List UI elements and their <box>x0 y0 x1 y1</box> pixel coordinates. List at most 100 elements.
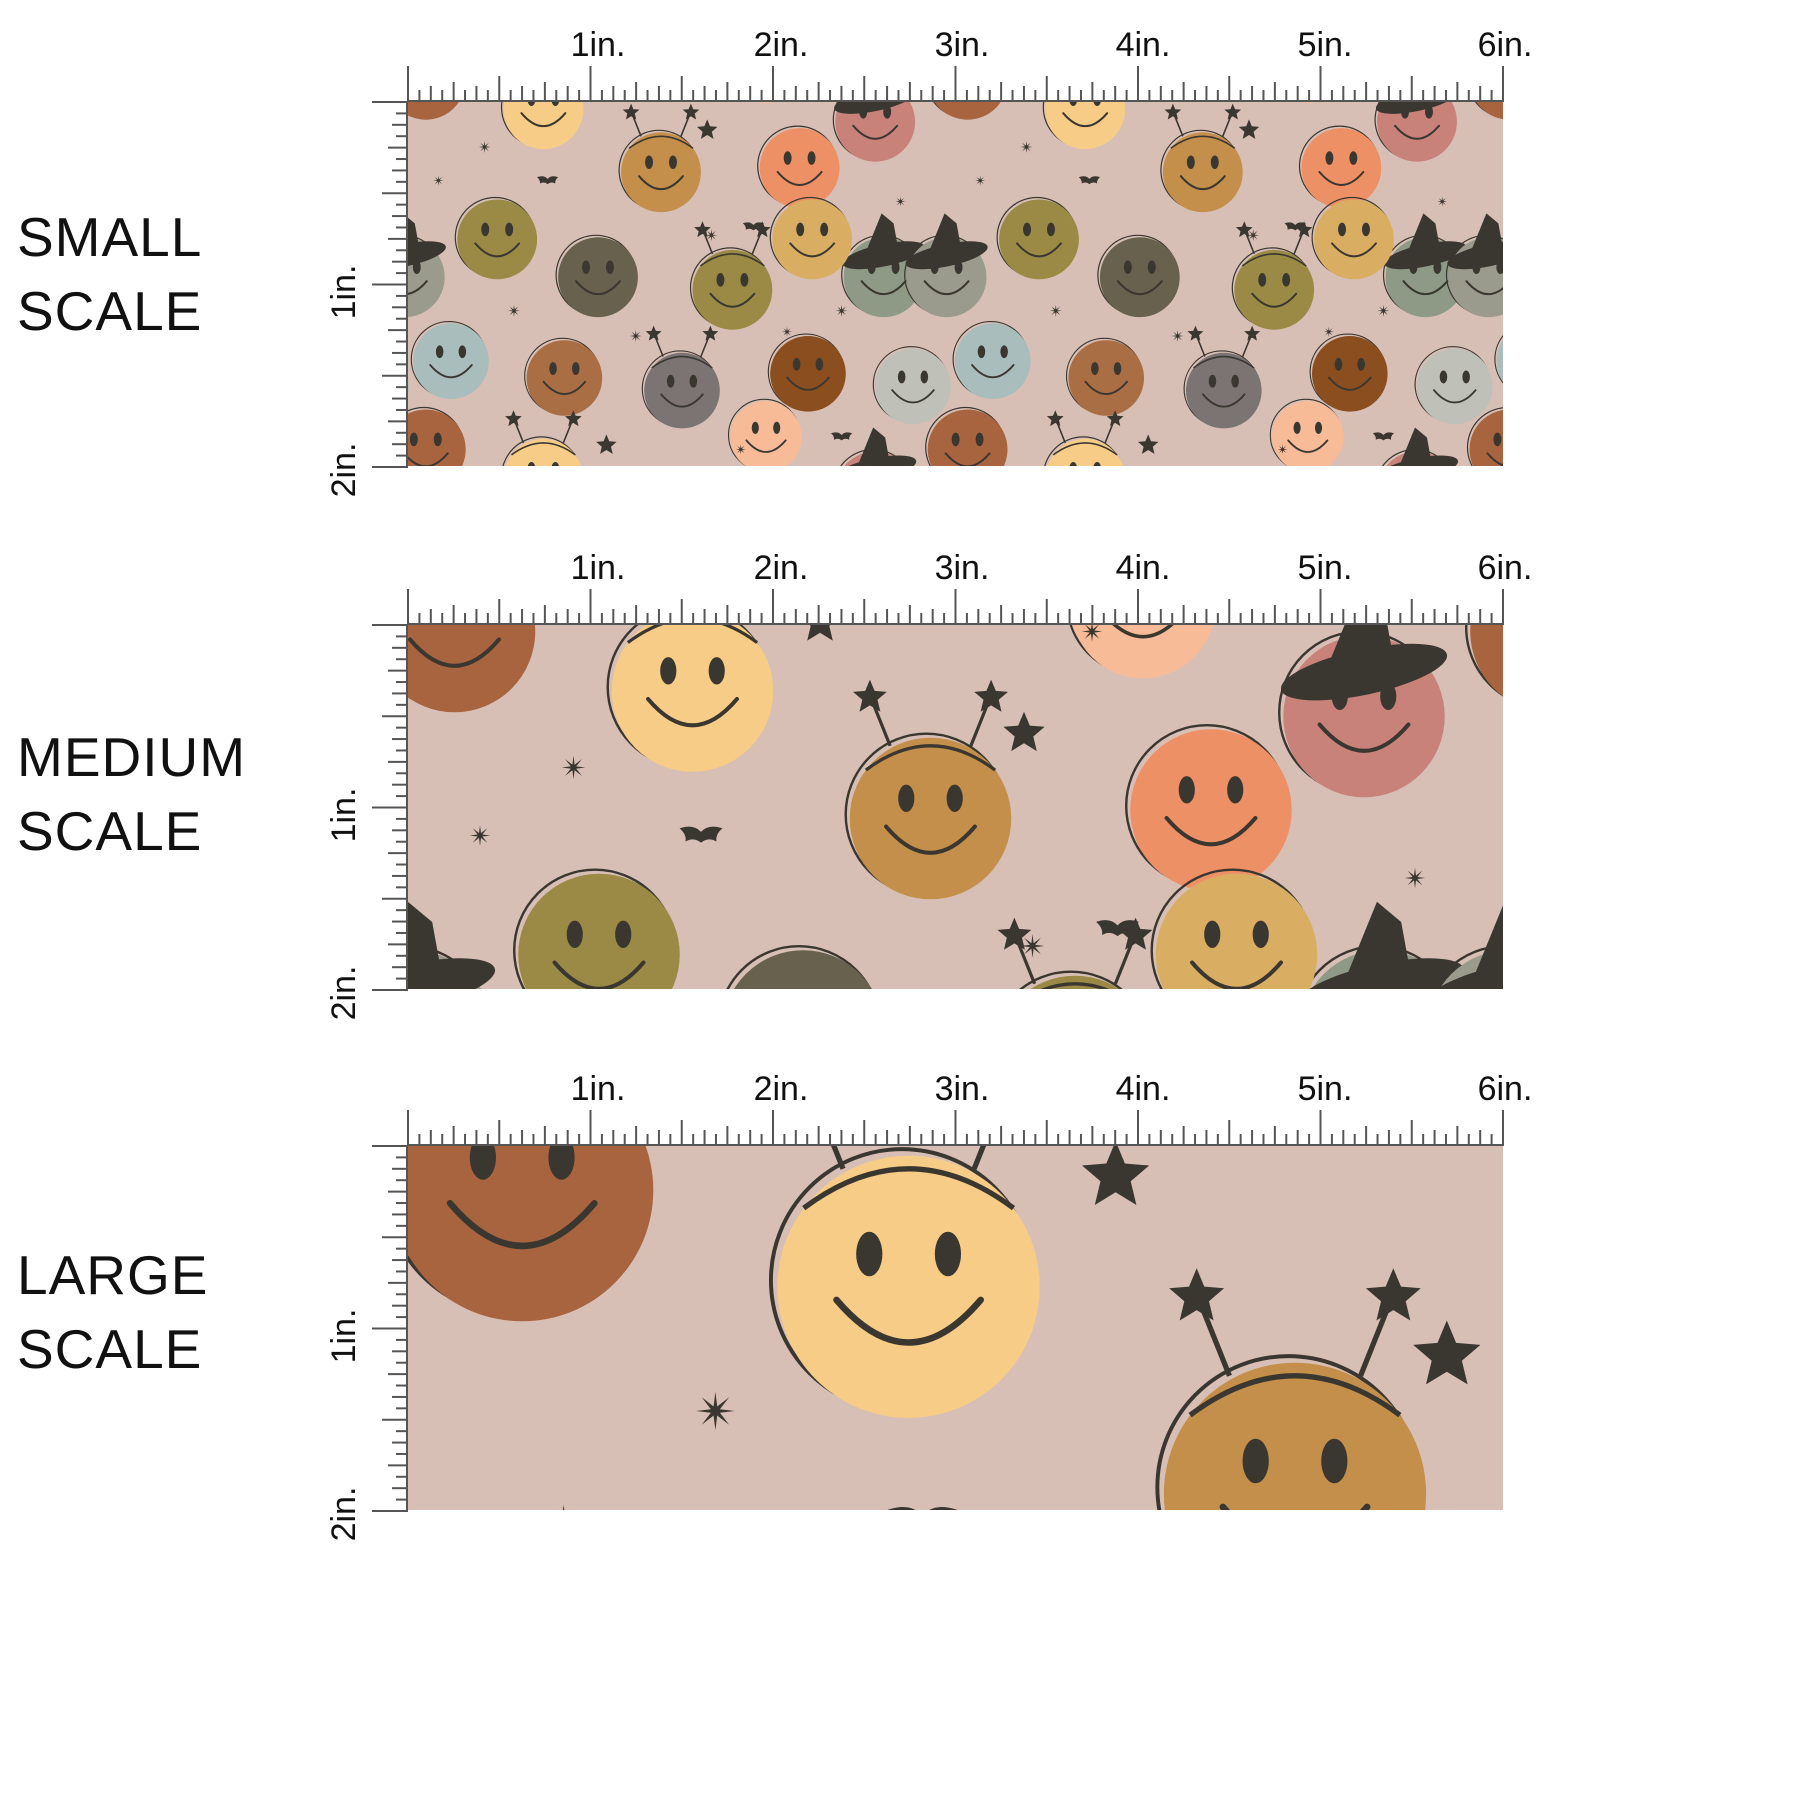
smiley-face-icon <box>1517 1044 1757 1266</box>
smiley-face-fill <box>621 132 701 213</box>
headband-antenna <box>681 486 689 506</box>
smiley-eye <box>1046 222 1055 237</box>
smiley-face-icon <box>408 217 446 317</box>
smiley-eye <box>1178 776 1195 804</box>
bat-icon <box>1284 222 1306 231</box>
star-icon <box>997 917 1032 950</box>
smiley-face-fill <box>505 438 582 466</box>
sparkle-icon <box>629 330 642 342</box>
smiley-mouth <box>638 175 684 191</box>
smiley-eye <box>478 625 480 626</box>
smiley-mouth <box>1331 242 1377 258</box>
x-tick-label: 3in. <box>935 549 990 587</box>
smiley-mouth <box>1465 280 1503 296</box>
star-icon <box>974 679 1008 712</box>
smiley-eye <box>1519 598 1535 625</box>
sparkle-icon <box>469 825 491 846</box>
witch-hat-icon <box>834 427 917 466</box>
smiley-mouth <box>776 170 823 186</box>
smiley-mouth <box>404 84 448 97</box>
headband-icon <box>622 103 700 149</box>
smiley-face-outline <box>1148 523 1301 551</box>
smiley-eye <box>481 222 490 237</box>
smiley-face-fill <box>835 102 916 162</box>
smiley-face-icon <box>408 901 496 989</box>
smiley-face-fill <box>730 401 802 466</box>
witch-hat-icon <box>1297 901 1465 989</box>
witch-hat-icon <box>905 213 988 270</box>
smiley-face-icon <box>212 1044 467 1107</box>
star-icon <box>702 325 719 341</box>
smiley-eye <box>1349 997 1365 1024</box>
smiley-eye <box>1493 63 1501 77</box>
smiley-face-icon <box>619 1577 888 1644</box>
smiley-face-outline <box>726 945 872 989</box>
smiley-face-outline <box>1517 1044 1752 1260</box>
witch-hat-brim <box>408 241 446 270</box>
smiley-eye <box>615 920 632 949</box>
smiley-face-icon <box>408 406 466 466</box>
smiley-mouth <box>1507 640 1596 666</box>
x-tick-label: 1in. <box>571 549 626 587</box>
smiley-face-icon <box>1613 1342 1800 1611</box>
smiley-mouth <box>1328 376 1372 391</box>
smiley-mouth <box>1084 380 1128 395</box>
scale-label-line2: SCALE <box>17 1318 203 1380</box>
smiley-face-icon <box>757 125 840 208</box>
sparkle-icon <box>1020 934 1045 958</box>
witch-hat-icon <box>1375 427 1459 466</box>
smiley-eye <box>1476 997 1492 1024</box>
smiley-mouth <box>891 389 935 404</box>
scale-label-line2: SCALE <box>17 280 203 342</box>
headband-icon <box>853 679 1008 772</box>
smiley-eye <box>548 1146 575 1180</box>
smiley-mouth <box>429 364 473 379</box>
smiley-face-outline <box>1044 436 1123 466</box>
x-tick-label: 3in. <box>935 1070 990 1108</box>
smiley-eye <box>1589 223 1597 237</box>
headband-antenna <box>969 704 989 747</box>
smiley-face-fill <box>626 1584 888 1645</box>
fabric-pattern <box>231 523 1596 1024</box>
headband-arc <box>1241 253 1307 267</box>
smiley-face-fill <box>1130 729 1292 891</box>
smiley-face-fill <box>1186 352 1262 429</box>
bat-icon <box>1275 597 1318 613</box>
star-icon <box>505 410 522 427</box>
headband-antenna <box>872 704 892 747</box>
smiley-face-fill <box>1470 625 1503 697</box>
smiley-face-icon <box>997 917 1153 989</box>
smiley-eye <box>301 997 317 1024</box>
smiley-eye <box>409 432 418 447</box>
sparkle-icon <box>1247 229 1260 242</box>
smiley-face-outline <box>1234 1044 1482 1115</box>
witch-hat-cone <box>1327 625 1393 667</box>
smiley-eye <box>1069 462 1077 466</box>
smiley-eye <box>934 1231 962 1277</box>
smiley-mouth <box>1112 625 1174 639</box>
sparkle-icon <box>508 304 520 317</box>
headband-antenna <box>1113 942 1134 985</box>
smiley-face-icon <box>1297 901 1465 1024</box>
headband-antenna <box>680 116 690 137</box>
smiley-eye <box>666 374 675 388</box>
smiley-face-icon <box>1474 63 1503 120</box>
smiley-mouth <box>1179 175 1226 191</box>
left-ruler <box>372 101 408 468</box>
smiley-face-fill <box>1152 523 1305 555</box>
smiley-face-fill <box>1155 873 1318 989</box>
witch-hat-brim <box>842 241 925 270</box>
smiley-face-fill <box>777 1155 1040 1418</box>
star-icon <box>853 679 887 712</box>
smiley-face-icon <box>996 196 1079 280</box>
bat-icon <box>1372 432 1394 441</box>
star-icon <box>565 410 582 427</box>
smiley-eye <box>1698 1425 1724 1470</box>
smiley-eye <box>751 421 759 434</box>
witch-hat-cone <box>865 213 898 253</box>
star-icon <box>1365 1268 1421 1321</box>
smiley-mouth <box>1514 365 1556 377</box>
witch-hat-cone <box>231 587 296 666</box>
star-icon <box>697 119 718 139</box>
smiley-mouth <box>1164 816 1258 847</box>
